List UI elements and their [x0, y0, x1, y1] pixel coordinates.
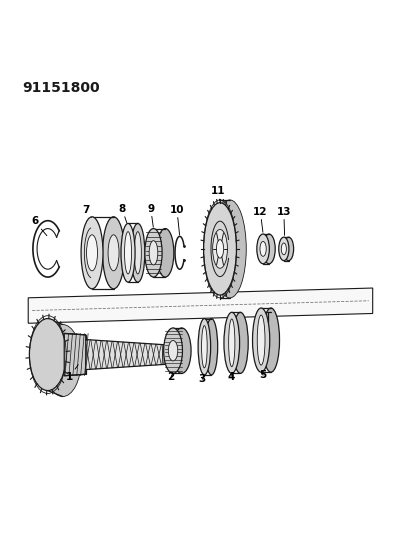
Ellipse shape: [87, 235, 98, 271]
Ellipse shape: [149, 241, 158, 265]
Ellipse shape: [213, 200, 246, 298]
Ellipse shape: [233, 312, 248, 373]
Ellipse shape: [257, 234, 269, 264]
Text: 6: 6: [31, 216, 47, 236]
Ellipse shape: [202, 326, 207, 368]
Ellipse shape: [281, 243, 286, 255]
Text: 8: 8: [119, 204, 127, 223]
Ellipse shape: [205, 319, 218, 375]
Ellipse shape: [29, 319, 66, 391]
Ellipse shape: [198, 319, 211, 375]
Ellipse shape: [108, 235, 119, 271]
Ellipse shape: [131, 223, 145, 282]
Text: 5: 5: [260, 370, 267, 381]
Text: 10: 10: [170, 205, 184, 235]
Ellipse shape: [164, 328, 183, 373]
Text: 91151800: 91151800: [22, 80, 100, 94]
Ellipse shape: [257, 315, 265, 365]
Ellipse shape: [224, 312, 240, 373]
Ellipse shape: [172, 328, 191, 373]
Ellipse shape: [279, 237, 289, 261]
Ellipse shape: [44, 325, 81, 397]
Ellipse shape: [81, 217, 103, 289]
Ellipse shape: [125, 232, 131, 274]
Ellipse shape: [121, 223, 135, 282]
Ellipse shape: [134, 232, 141, 274]
Text: 7: 7: [82, 205, 91, 217]
Ellipse shape: [168, 341, 178, 361]
Ellipse shape: [260, 241, 266, 256]
Text: 9: 9: [147, 204, 154, 227]
Polygon shape: [28, 288, 373, 323]
Text: 11: 11: [211, 187, 225, 201]
Ellipse shape: [252, 308, 270, 372]
Ellipse shape: [216, 240, 224, 258]
Ellipse shape: [204, 203, 237, 295]
Text: 12: 12: [253, 207, 268, 232]
Ellipse shape: [213, 230, 227, 268]
Ellipse shape: [145, 229, 162, 277]
Text: 13: 13: [277, 207, 291, 236]
Text: 1: 1: [66, 365, 78, 382]
Ellipse shape: [229, 319, 235, 367]
Ellipse shape: [283, 237, 294, 261]
Text: 3: 3: [199, 374, 206, 384]
Text: 4: 4: [227, 372, 235, 382]
Polygon shape: [64, 334, 86, 376]
Text: 2: 2: [168, 372, 175, 382]
Ellipse shape: [156, 229, 174, 277]
Ellipse shape: [102, 217, 125, 289]
Ellipse shape: [262, 308, 279, 372]
Polygon shape: [64, 338, 165, 371]
Ellipse shape: [263, 234, 275, 264]
